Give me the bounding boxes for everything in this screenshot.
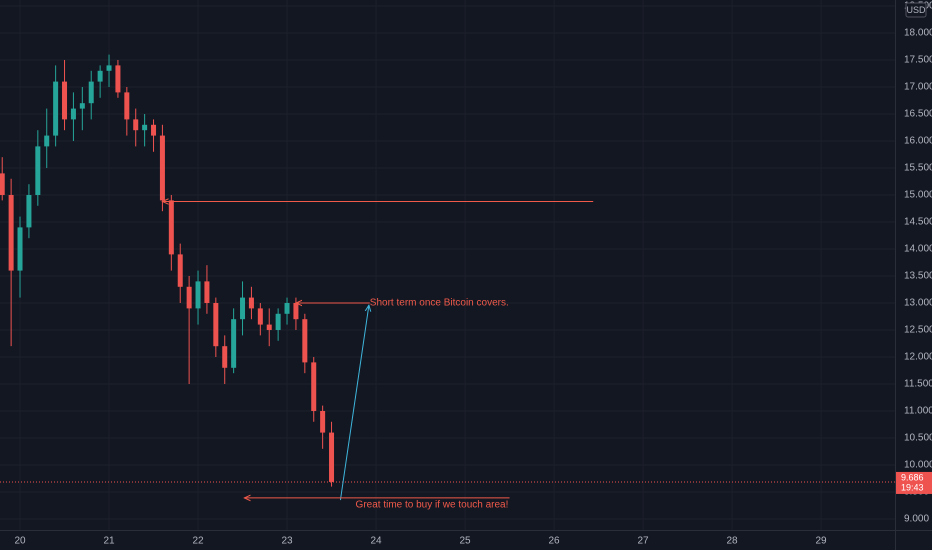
y-tick-label: 11.500 (904, 379, 932, 390)
x-tick-label: 26 (548, 536, 560, 547)
candle-body (26, 194, 32, 228)
x-tick-label: 24 (370, 536, 382, 547)
y-tick-label: 13.500 (904, 271, 932, 282)
candle-body (195, 281, 201, 309)
candle-body (275, 313, 281, 330)
y-tick-label: 13.000 (904, 298, 932, 309)
candle-body (0, 173, 5, 195)
y-tick-label: 15.500 (904, 163, 932, 174)
current-price-label: 9.686 (901, 472, 924, 482)
candle-body (70, 108, 76, 120)
candle-body (124, 92, 130, 120)
x-tick-label: 23 (281, 536, 293, 547)
y-tick-label: 10.500 (904, 433, 932, 444)
y-tick-label: 15.000 (904, 190, 932, 201)
candle-body (88, 81, 94, 104)
candle-body (53, 81, 59, 136)
x-tick-label: 25 (459, 536, 471, 547)
candle-body (186, 286, 192, 309)
candle-body (293, 302, 299, 320)
y-tick-label: 12.000 (904, 352, 932, 363)
candle-body (44, 135, 50, 147)
price-box (896, 471, 932, 494)
y-tick-label: 18.000 (904, 28, 932, 39)
annotation-text: Short term once Bitcoin covers. (370, 298, 509, 309)
candle-body (168, 200, 174, 255)
candle-body (35, 146, 41, 195)
candle-body (62, 81, 68, 120)
y-tick-label: 14.000 (904, 244, 932, 255)
candle-body (240, 297, 246, 320)
candle-body (204, 281, 210, 303)
y-tick-label: 10.000 (904, 460, 932, 471)
y-tick-label: 11.000 (904, 406, 932, 417)
candle-body (133, 119, 139, 131)
candle-body (257, 308, 263, 325)
candle-body (79, 103, 85, 109)
candle-body (284, 302, 290, 314)
candle-body (115, 65, 121, 93)
y-tick-label: 16.000 (904, 136, 932, 147)
currency-box[interactable] (905, 2, 927, 18)
candle-body (302, 319, 308, 363)
candle-body (213, 302, 219, 347)
annotation-text: Great time to buy if we touch area! (356, 500, 509, 511)
y-tick-label: 17.500 (904, 55, 932, 66)
candle-body (248, 297, 254, 309)
candle-body (231, 319, 237, 368)
drawing-arrow (339, 305, 368, 501)
candle-body (106, 65, 112, 71)
candle-body (266, 324, 272, 330)
y-tick-label: 16.500 (904, 109, 932, 120)
x-tick-label: 21 (103, 536, 115, 547)
y-tick-label: 9.000 (904, 514, 929, 525)
currency-label: USD (906, 5, 926, 15)
y-tick-label: 12.500 (904, 325, 932, 336)
candle-body (97, 70, 103, 82)
x-tick-label: 27 (637, 536, 649, 547)
x-tick-label: 28 (726, 536, 738, 547)
candle-body (17, 227, 23, 271)
x-tick-label: 20 (14, 536, 26, 547)
y-tick-label: 14.500 (904, 217, 932, 228)
candle-body (320, 410, 326, 433)
candle-body (159, 135, 165, 201)
candle-body (8, 194, 14, 271)
x-tick-label: 29 (815, 536, 827, 547)
x-tick-label: 22 (192, 536, 204, 547)
candle-body (177, 254, 183, 287)
candle-body (311, 362, 317, 411)
candle-body (151, 124, 157, 136)
y-tick-label: 17.000 (904, 82, 932, 93)
candle-body (329, 432, 335, 482)
candle-body (142, 124, 148, 131)
countdown-label: 19:43 (901, 482, 924, 492)
candle-body (222, 346, 228, 368)
